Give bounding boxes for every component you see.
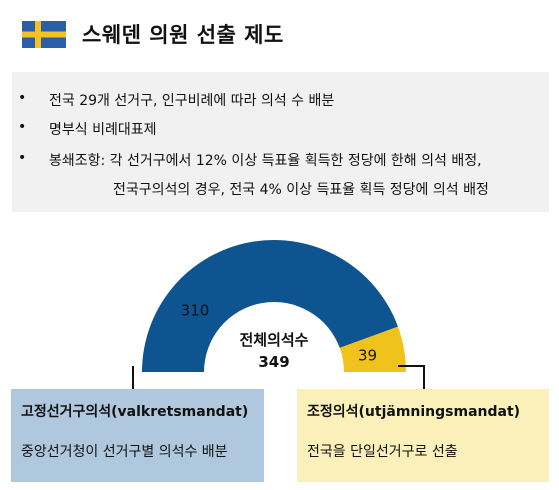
header: 스웨덴 의원 선출 제도 (22, 14, 284, 54)
list-item-text: 전국 29개 선거구, 인구비례에 따라 의석 수 배분 (49, 93, 335, 109)
bullet-icon: • (18, 90, 27, 106)
chart-slice-fixed-seats (142, 240, 398, 372)
bullet-icon: • (18, 119, 27, 135)
page-title: 스웨덴 의원 선출 제도 (82, 23, 284, 47)
info-box: • 전국 29개 선거구, 인구비례에 따라 의석 수 배분 • 명부식 비례대… (12, 72, 549, 212)
bullet-icon: • (18, 150, 27, 166)
fixed-seats-description: 중앙선거청이 선거구별 의석수 배분 (21, 444, 228, 460)
adjustment-seats-box: 조정의석(utjämningsmandat) 전국을 단일선거구로 선출 (297, 389, 549, 482)
chart-center-label: 전체의석수 (239, 331, 308, 349)
list-item-text: 봉쇄조항: 각 선거구에서 12% 이상 득표율 획득한 정당에 한해 의석 배… (49, 153, 482, 169)
list-item-text: 명부식 비례대표제 (49, 122, 157, 138)
connector-line-right (398, 365, 425, 389)
fixed-seats-title: 고정선거구의석(valkretsmandat) (21, 404, 249, 420)
chart-data-label-adjustment-seats: 39 (358, 346, 377, 364)
list-item-continuation: 전국구의석의 경우, 전국 4% 이상 득표율 획득 정당에 의석 배정 (113, 182, 489, 198)
adjustment-seats-title: 조정의석(utjämningsmandat) (307, 404, 521, 420)
chart-slice-adjustment-seats (339, 326, 406, 372)
fixed-seats-box: 고정선거구의석(valkretsmandat) 중앙선거청이 선거구별 의석수 … (11, 389, 264, 482)
adjustment-seats-description: 전국을 단일선거구로 선출 (307, 444, 458, 460)
chart-center-value: 349 (258, 353, 289, 371)
sweden-flag-icon (22, 20, 66, 48)
chart-data-label-fixed-seats: 310 (181, 302, 210, 320)
